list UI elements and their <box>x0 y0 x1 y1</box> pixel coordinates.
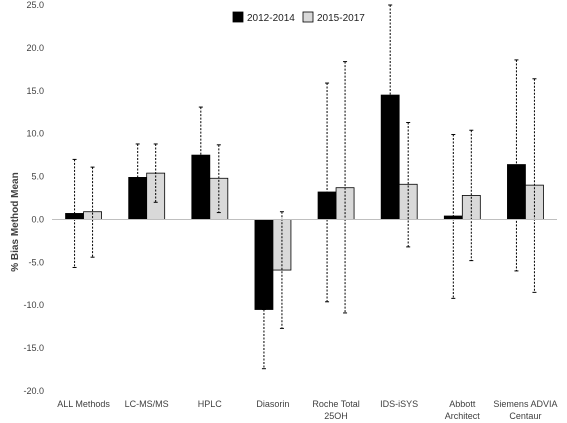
y-tick-label: 20.0 <box>26 43 44 53</box>
y-tick-label: 10.0 <box>26 129 44 139</box>
y-axis: 25.0 20.0 15.0 10.0 5.0 0.0 -5.0 -10.0 -15.0 -20.… <box>23 0 44 396</box>
category-labels: ALL Methods LC-MS/MS HPLC Diasorin Roche Tot… <box>57 399 557 421</box>
y-axis-label: % Bias Method Mean <box>10 172 21 271</box>
y-tick-label: -20.0 <box>23 386 44 396</box>
legend: 2012-2014 2015-2017 <box>232 11 365 24</box>
category-label: Roche Total <box>312 399 359 409</box>
y-tick-label: -15.0 <box>23 343 44 353</box>
category-label: Siemens ADVIA <box>493 399 557 409</box>
category-label: HPLC <box>198 399 223 409</box>
category-label: 25OH <box>324 411 348 421</box>
category-label: IDS-iSYS <box>380 399 418 409</box>
category-label: Centaur <box>509 411 541 421</box>
legend-swatch-2015-2017 <box>302 11 314 23</box>
category-label: Architect <box>445 411 481 421</box>
y-tick-label: -10.0 <box>23 300 44 310</box>
legend-swatch-2012-2014 <box>232 11 244 23</box>
y-tick-label: 15.0 <box>26 86 44 96</box>
category-label: LC-MS/MS <box>125 399 169 409</box>
error-bars-group <box>72 4 537 370</box>
category-label: Diasorin <box>256 399 289 409</box>
category-label: Abbott <box>449 399 476 409</box>
category-label: ALL Methods <box>57 399 110 409</box>
bar <box>254 219 274 310</box>
legend-label-2012-2014: 2012-2014 <box>247 13 295 24</box>
y-tick-label: -5.0 <box>28 257 44 267</box>
y-tick-label: 0.0 <box>31 214 44 224</box>
bars-group <box>65 94 544 310</box>
y-tick-label: 5.0 <box>31 172 44 182</box>
legend-label-2015-2017: 2015-2017 <box>317 13 365 24</box>
y-tick-label: 25.0 <box>26 0 44 10</box>
